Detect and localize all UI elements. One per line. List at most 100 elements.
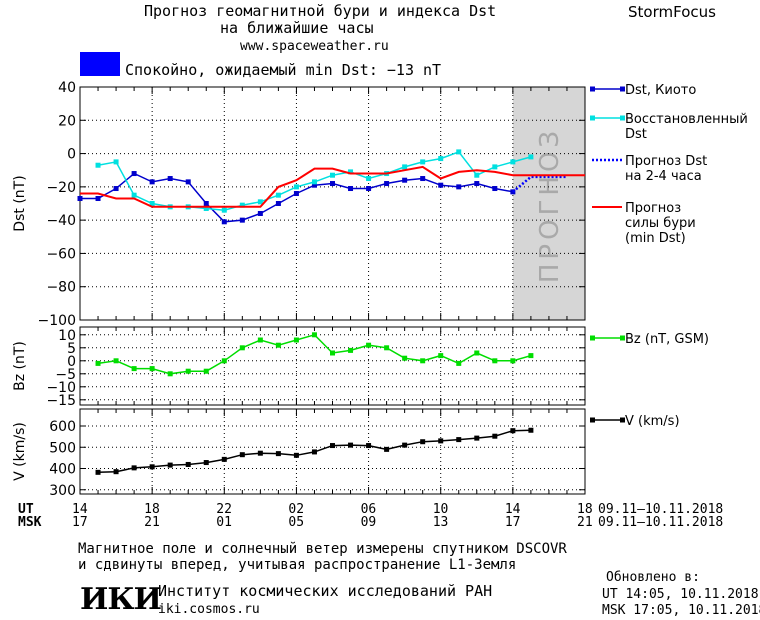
y-axis-label: Dst (nT) <box>12 175 28 231</box>
y-tick-label: −100 <box>38 313 76 329</box>
source-note-line2: и сдвинуты вперед, учитывая распростране… <box>78 557 517 573</box>
data-point <box>348 442 354 448</box>
data-point <box>95 360 101 366</box>
data-point <box>366 443 372 449</box>
data-point <box>203 460 209 466</box>
msk-tick-label: 21 <box>577 515 593 530</box>
ut-tick-label: 14 <box>504 502 521 517</box>
data-point <box>95 162 101 168</box>
data-point <box>257 199 263 205</box>
legend-marker <box>620 417 625 423</box>
data-point <box>203 368 209 374</box>
data-point <box>167 371 173 377</box>
ut-tick-label: 14 <box>72 502 88 517</box>
data-point <box>113 159 119 165</box>
data-point <box>239 217 245 223</box>
data-point <box>420 176 426 182</box>
series-line <box>80 165 585 208</box>
data-point <box>185 461 191 467</box>
forecast-watermark: ПРОГНОЗ <box>535 127 565 283</box>
data-point <box>293 337 299 343</box>
legend-label: Bz (nT, GSM) <box>625 332 709 347</box>
data-point <box>330 172 335 178</box>
data-point <box>384 181 390 187</box>
msk-tick-label: 13 <box>432 515 449 530</box>
data-point <box>438 438 444 444</box>
legend-label: (min Dst) <box>625 231 686 246</box>
data-point <box>420 358 426 364</box>
data-point <box>474 181 480 187</box>
data-point <box>492 186 498 192</box>
data-point <box>95 469 101 475</box>
legend-marker <box>590 86 595 92</box>
msk-tick-label: 17 <box>72 515 88 530</box>
data-point <box>131 171 137 177</box>
source-note-line1: Магнитное поле и солнечный ветер измерен… <box>78 541 567 557</box>
data-point <box>420 159 426 165</box>
y-tick-label: 500 <box>49 440 76 456</box>
institute-url[interactable]: iki.cosmos.ru <box>158 602 260 617</box>
panel-frame <box>79 86 586 321</box>
panel-0: 40 20 0 −20 −40 −60 −80 −100 Dst (nT) <box>12 80 586 329</box>
data-point <box>438 353 444 359</box>
data-point <box>528 154 534 160</box>
data-point <box>438 156 444 162</box>
legend-item: Bz (nT, GSM) <box>590 332 709 347</box>
legend-marker <box>590 115 595 121</box>
legend-label: V (km/s) <box>625 414 680 429</box>
legend-marker <box>620 86 625 92</box>
data-point <box>474 350 480 356</box>
data-point <box>402 355 408 361</box>
y-tick-label: 0 <box>67 354 76 370</box>
site-url[interactable]: www.spaceweather.ru <box>240 39 389 54</box>
data-point <box>311 449 317 455</box>
ut-tick-label: 18 <box>144 502 160 517</box>
legend-label: Восстановленный <box>625 112 748 127</box>
legend-item: V (km/s) <box>590 414 680 429</box>
data-point <box>492 358 498 364</box>
chart-title-line1: Прогноз геомагнитной бури и индекса Dst <box>144 2 497 20</box>
msk-axis-label: MSK <box>18 515 42 530</box>
ut-tick-label: 02 <box>288 502 305 517</box>
updated-label: Обновлено в: <box>606 570 700 585</box>
chart-title-line2: на ближайшие часы <box>220 19 374 37</box>
data-point <box>275 201 281 206</box>
data-point <box>528 353 534 359</box>
data-point <box>221 207 227 213</box>
data-point <box>149 201 155 206</box>
institute-name: Институт космических исследований РАН <box>158 582 493 600</box>
ut-tick-label: 10 <box>432 502 449 517</box>
legend-label: на 2-4 часа <box>625 169 702 184</box>
msk-tick-label: 09 <box>360 515 377 530</box>
data-point <box>402 164 408 170</box>
y-tick-label: −5 <box>55 367 76 383</box>
data-point <box>239 202 245 208</box>
data-point <box>293 452 299 458</box>
data-point <box>257 450 263 456</box>
y-tick-label: −80 <box>46 280 76 296</box>
y-tick-label: 600 <box>49 419 76 435</box>
data-point <box>203 205 209 211</box>
data-point <box>275 342 281 348</box>
data-point <box>293 184 299 190</box>
data-point <box>474 172 480 178</box>
y-axis-label: V (km/s) <box>12 422 28 481</box>
legend-label: Dst <box>625 127 647 142</box>
msk-tick-label: 17 <box>504 515 521 530</box>
ut-axis-label: UT <box>18 502 34 517</box>
y-tick-label: 20 <box>58 113 76 129</box>
data-point <box>239 345 245 351</box>
legend-item: Dst, Киото <box>590 83 696 98</box>
data-point <box>131 192 137 198</box>
legend-marker <box>590 335 595 341</box>
y-tick-label: 5 <box>67 341 76 357</box>
data-point <box>474 435 480 441</box>
data-point <box>402 177 408 183</box>
data-point <box>402 442 408 448</box>
data-point <box>330 181 335 187</box>
data-point <box>510 159 516 165</box>
